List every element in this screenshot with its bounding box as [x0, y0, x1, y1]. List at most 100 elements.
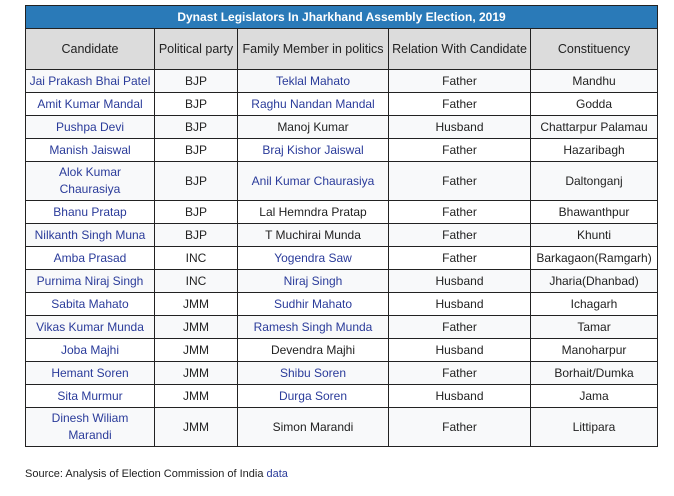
constituency-text: Godda	[576, 96, 613, 111]
cell-candidate: Jai Prakash Bhai Patel	[25, 69, 155, 93]
family-link[interactable]: Yogendra Saw	[274, 250, 352, 265]
table-row: Dinesh Wiliam Marandi JMM Simon Marandi Fat…	[25, 407, 659, 447]
cell-party: INC	[154, 269, 238, 293]
source-note: Source: Analysis of Election Commission …	[25, 468, 288, 480]
party-text: INC	[185, 273, 207, 288]
cell-candidate: Pushpa Devi	[25, 115, 155, 139]
cell-party: BJP	[154, 138, 238, 162]
cell-party: BJP	[154, 69, 238, 93]
relation-text: Father	[442, 365, 477, 380]
candidate-link[interactable]: Hemant Soren	[51, 365, 129, 380]
table-row: Alok Kumar Chaurasiya BJP Anil Kumar Chaur…	[25, 161, 659, 201]
party-text: JMM	[183, 419, 209, 434]
constituency-text: Khunti	[577, 227, 612, 242]
table-row: Sabita Mahato JMM Sudhir Mahato Husband Icha…	[25, 292, 659, 316]
table-row: Amit Kumar Mandal BJP Raghu Nandan Mandal F…	[25, 92, 659, 116]
relation-text: Husband	[435, 296, 484, 311]
relation-text: Father	[442, 173, 477, 188]
cell-constituency: Mandhu	[529, 69, 659, 93]
cell-candidate: Purnima Niraj Singh	[25, 269, 155, 293]
header-family-member: Family Member in politics	[237, 28, 389, 70]
source-text: Source: Analysis of Election Commission …	[25, 468, 267, 480]
cell-constituency: Godda	[529, 92, 659, 116]
family-link[interactable]: Braj Kishor Jaiswal	[262, 142, 364, 157]
cell-constituency: Ichagarh	[529, 292, 659, 316]
cell-relation: Husband	[388, 384, 531, 408]
cell-party: INC	[154, 246, 238, 270]
candidate-link[interactable]: Sita Murmur	[57, 388, 123, 403]
candidate-link[interactable]: Vikas Kumar Munda	[36, 319, 144, 334]
relation-text: Father	[442, 204, 477, 219]
constituency-text: Ichagarh	[570, 296, 618, 311]
candidate-link[interactable]: Purnima Niraj Singh	[36, 273, 144, 288]
candidate-link[interactable]: Dinesh Wiliam Marandi	[51, 411, 129, 442]
relation-text: Husband	[435, 119, 484, 134]
relation-text: Father	[442, 319, 477, 334]
constituency-text: Manoharpur	[561, 342, 627, 357]
cell-constituency: Borhait/Dumka	[529, 361, 659, 385]
family-link[interactable]: Teklal Mahato	[275, 73, 351, 88]
cell-candidate: Nilkanth Singh Muna	[25, 223, 155, 247]
relation-text: Husband	[435, 388, 484, 403]
cell-candidate: Alok Kumar Chaurasiya	[25, 161, 155, 201]
cell-relation: Husband	[388, 338, 531, 362]
cell-family: Ramesh Singh Munda	[237, 315, 389, 339]
family-link[interactable]: Durga Soren	[278, 388, 348, 403]
table-row: Nilkanth Singh Muna BJP T Muchirai Munda Fa…	[25, 223, 659, 247]
party-text: JMM	[183, 342, 209, 357]
cell-constituency: Jama	[529, 384, 659, 408]
cell-party: JMM	[154, 292, 238, 316]
cell-family: T Muchirai Munda	[237, 223, 389, 247]
candidate-link[interactable]: Pushpa Devi	[55, 119, 125, 134]
constituency-text: Jama	[579, 388, 609, 403]
cell-family: Shibu Soren	[237, 361, 389, 385]
party-text: BJP	[184, 227, 207, 242]
family-link[interactable]: Ramesh Singh Munda	[253, 319, 373, 334]
cell-family: Braj Kishor Jaiswal	[237, 138, 389, 162]
family-link[interactable]: Sudhir Mahato	[273, 296, 353, 311]
cell-family: Niraj Singh	[237, 269, 389, 293]
constituency-text: Chattarpur Palamau	[540, 119, 648, 134]
family-link[interactable]: Anil Kumar Chaurasiya	[251, 173, 375, 188]
cell-constituency: Manoharpur	[529, 338, 659, 362]
candidate-link[interactable]: Nilkanth Singh Muna	[34, 227, 146, 242]
constituency-text: Barkagaon(Ramgarh)	[536, 250, 652, 265]
candidate-link[interactable]: Joba Majhi	[60, 342, 120, 357]
candidate-link[interactable]: Alok Kumar Chaurasiya	[58, 165, 122, 196]
party-text: JMM	[183, 365, 209, 380]
cell-family: Manoj Kumar	[237, 115, 389, 139]
cell-candidate: Sabita Mahato	[25, 292, 155, 316]
relation-text: Father	[442, 96, 477, 111]
family-text: T Muchirai Munda	[265, 227, 361, 242]
relation-text: Father	[442, 419, 477, 434]
family-link[interactable]: Raghu Nandan Mandal	[251, 96, 375, 111]
cell-constituency: Khunti	[529, 223, 659, 247]
cell-constituency: Jharia(Dhanbad)	[529, 269, 659, 293]
cell-candidate: Amba Prasad	[25, 246, 155, 270]
source-data-link[interactable]: data	[266, 468, 288, 480]
candidate-link[interactable]: Manish Jaiswal	[49, 142, 131, 157]
candidate-link[interactable]: Amit Kumar Mandal	[37, 96, 143, 111]
cell-constituency: Tamar	[529, 315, 659, 339]
relation-text: Husband	[435, 273, 484, 288]
candidate-link[interactable]: Amba Prasad	[53, 250, 127, 265]
cell-party: BJP	[154, 223, 238, 247]
candidate-link[interactable]: Sabita Mahato	[51, 296, 129, 311]
party-text: BJP	[184, 142, 207, 157]
family-text: Simon Marandi	[272, 419, 354, 434]
constituency-text: Borhait/Dumka	[554, 365, 634, 380]
family-link[interactable]: Niraj Singh	[283, 273, 343, 288]
family-link[interactable]: Shibu Soren	[279, 365, 347, 380]
candidate-link[interactable]: Bhanu Pratap	[53, 204, 127, 219]
cell-constituency: Chattarpur Palamau	[529, 115, 659, 139]
cell-party: JMM	[154, 361, 238, 385]
table-row: Jai Prakash Bhai Patel BJP Teklal Mahato Fa…	[25, 69, 659, 93]
cell-party: BJP	[154, 115, 238, 139]
cell-candidate: Dinesh Wiliam Marandi	[25, 407, 155, 447]
party-text: INC	[185, 250, 207, 265]
cell-constituency: Bhawanthpur	[529, 200, 659, 224]
party-text: BJP	[184, 96, 207, 111]
candidate-link[interactable]: Jai Prakash Bhai Patel	[29, 73, 151, 88]
cell-family: Anil Kumar Chaurasiya	[237, 161, 389, 201]
relation-text: Father	[442, 73, 477, 88]
